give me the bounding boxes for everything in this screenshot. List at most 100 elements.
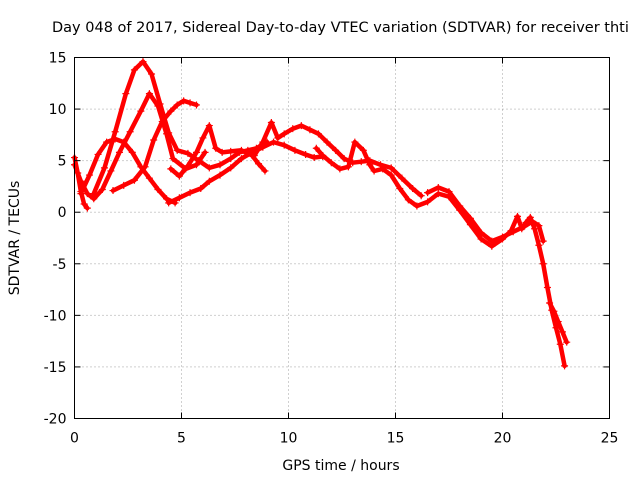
data-point (417, 192, 425, 200)
data-point (302, 150, 310, 158)
axis-ticks (74, 57, 610, 419)
data-point (165, 129, 173, 137)
data-point (128, 148, 136, 156)
data-point (218, 148, 226, 156)
x-tick-label: 15 (387, 431, 405, 447)
data-point (169, 155, 177, 163)
data-point (563, 338, 571, 346)
data-point (312, 144, 320, 152)
data-point (332, 146, 340, 154)
data-point (227, 164, 235, 172)
data-point (107, 167, 115, 175)
data-point (404, 196, 412, 204)
data-point (184, 162, 192, 170)
data-point (205, 164, 213, 172)
data-point (280, 141, 288, 149)
data-point (186, 99, 194, 107)
data-point (192, 161, 200, 169)
data-point (344, 163, 352, 171)
data-point (77, 190, 85, 198)
data-point (212, 144, 220, 152)
data-point (250, 151, 258, 159)
data-point (94, 150, 102, 158)
data-point (267, 118, 275, 126)
data-point (175, 194, 183, 202)
data-point (227, 155, 235, 163)
data-point (111, 128, 119, 136)
data-point (379, 165, 387, 173)
data-point (100, 164, 108, 172)
data-point (201, 148, 209, 156)
data-point (466, 214, 474, 222)
x-tick-label: 20 (494, 431, 512, 447)
data-point (255, 160, 263, 168)
data-point (184, 149, 192, 157)
data-point (327, 159, 335, 167)
data-point (109, 187, 117, 195)
data-point (561, 362, 569, 370)
data-point (173, 146, 181, 154)
data-point (120, 138, 128, 146)
y-tick-label: 0 (58, 205, 67, 221)
data-point (259, 138, 267, 146)
plot-frame (74, 57, 610, 419)
data-point (130, 176, 138, 184)
data-point (85, 171, 93, 179)
series-arc-2 (72, 91, 208, 202)
data-point (377, 161, 385, 169)
data-point (513, 212, 521, 220)
x-tick-label: 10 (280, 431, 298, 447)
grid (74, 57, 610, 419)
data-point (158, 117, 166, 125)
data-point (291, 146, 299, 154)
data-point (297, 122, 305, 130)
data-point (205, 122, 213, 130)
y-tick-label: 15 (49, 51, 67, 67)
data-point (103, 138, 111, 146)
data-point (141, 163, 149, 171)
data-point (237, 146, 245, 154)
y-tick-label: -15 (44, 360, 67, 376)
data-point (550, 307, 558, 315)
data-point (167, 165, 175, 173)
data-point (351, 138, 359, 146)
data-series-layer (71, 58, 571, 370)
data-point (509, 228, 517, 236)
data-point (370, 167, 378, 175)
x-tick-label: 5 (177, 431, 186, 447)
data-point (539, 237, 547, 245)
y-tick-label: -10 (44, 308, 67, 324)
data-point (192, 148, 200, 156)
data-point (539, 260, 547, 268)
tick-labels: 0 5 10 15 20 25 -20 -15 -10 -5 0 5 10 15 (44, 51, 619, 447)
data-point (310, 154, 318, 162)
data-point (556, 340, 564, 348)
data-point (409, 184, 417, 192)
data-point (526, 213, 534, 221)
y-tick-label: 5 (58, 154, 67, 170)
data-point (387, 171, 395, 179)
data-point (396, 184, 404, 192)
data-point (306, 126, 314, 134)
x-axis-label: GPS time / hours (282, 458, 399, 474)
data-point (488, 237, 496, 245)
data-point (126, 128, 134, 136)
data-point (289, 125, 297, 133)
data-point (314, 130, 322, 138)
data-point (280, 130, 288, 138)
data-point (323, 138, 331, 146)
data-point (274, 134, 282, 142)
data-point (387, 164, 395, 172)
data-point (180, 97, 188, 105)
y-tick-label: 10 (49, 102, 67, 118)
data-point (165, 199, 173, 207)
data-point (359, 146, 367, 154)
data-point (261, 167, 269, 175)
data-point (456, 202, 464, 210)
data-point (237, 155, 245, 163)
data-point (535, 241, 543, 249)
data-point (199, 134, 207, 142)
data-point (535, 222, 543, 230)
data-point (216, 171, 224, 179)
y-tick-label: -5 (53, 257, 67, 273)
